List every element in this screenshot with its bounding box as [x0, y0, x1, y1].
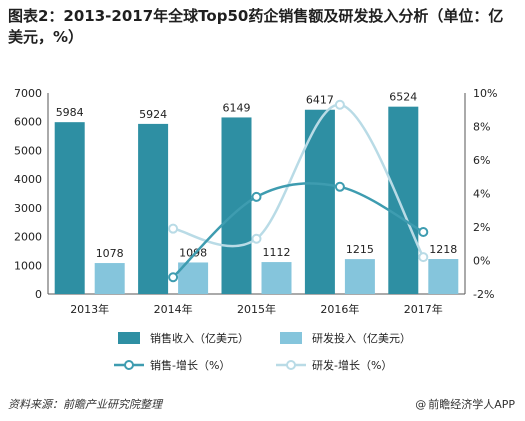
source-note: 资料来源：前瞻产业研究院整理 — [8, 398, 162, 411]
sales-growth-line — [172, 182, 424, 279]
y-right-tick-label: 2% — [473, 221, 490, 234]
sales-bar — [221, 117, 252, 295]
sales-growth-point — [251, 191, 262, 202]
y-right-tick-label: 10% — [473, 87, 497, 100]
y-right-tick-label: 0% — [473, 255, 490, 268]
x-tick-label: 2013年 — [70, 302, 109, 316]
legend-label: 销售-增长（%） — [150, 358, 230, 372]
sales-bar — [388, 106, 419, 294]
rd-data-label: 1098 — [179, 246, 207, 259]
y-right-tick-label: 6% — [473, 154, 490, 167]
rd-growth-point — [334, 99, 345, 110]
y-left-tick-label: 4000 — [14, 173, 42, 186]
rd-growth-line — [172, 103, 425, 258]
rd-data-label: 1112 — [263, 246, 291, 259]
legend-label: 研发-增长（%） — [312, 358, 392, 372]
y-right-tick-label: -2% — [473, 288, 494, 301]
legend-swatch — [118, 332, 140, 344]
legend-marker — [124, 360, 134, 370]
y-left-tick-label: 2000 — [14, 231, 42, 244]
rd-bar — [344, 259, 375, 294]
sales-growth-point — [168, 272, 179, 283]
y-left-tick-label: 1000 — [14, 259, 42, 272]
rd-growth-point — [168, 223, 179, 234]
credit-text: 前瞻经济学人APP — [428, 398, 515, 411]
x-tick-label: 2016年 — [320, 302, 359, 316]
rd-bar — [261, 262, 292, 294]
y-right-tick-label: 8% — [473, 121, 490, 134]
y-left-tick-label: 5000 — [14, 144, 42, 157]
legend-marker — [286, 360, 296, 370]
sales-data-label: 5924 — [139, 108, 167, 121]
sales-data-label: 5984 — [56, 106, 84, 119]
legend-label: 研发投入（亿美元） — [312, 331, 411, 345]
rd-bar — [94, 263, 125, 294]
x-tick-label: 2017年 — [404, 302, 443, 316]
rd-data-label: 1078 — [96, 247, 124, 260]
rd-growth-point — [418, 252, 429, 263]
x-tick-label: 2014年 — [154, 302, 193, 316]
sales-bar — [138, 123, 169, 294]
sales-growth-point — [418, 227, 429, 238]
rd-bar — [428, 259, 459, 294]
rd-growth-point — [251, 233, 262, 244]
sales-bar — [54, 122, 85, 295]
y-right-tick-label: 4% — [473, 188, 490, 201]
sales-data-label: 6149 — [223, 101, 251, 114]
x-tick-label: 2015年 — [237, 302, 276, 316]
y-left-tick-label: 3000 — [14, 202, 42, 215]
legend-label: 销售收入（亿美元） — [150, 331, 249, 345]
y-left-tick-label: 7000 — [14, 87, 42, 100]
credit-note: @ 前瞻经济学人APP — [415, 396, 515, 412]
y-left-tick-label: 0 — [35, 288, 42, 301]
legend-swatch — [280, 332, 302, 344]
chart-title: 图表2：2013-2017年全球Top50药企销售额及研发投入分析（单位：亿美元… — [8, 7, 504, 46]
sales-data-label: 6417 — [306, 94, 334, 107]
rd-data-label: 1218 — [429, 243, 457, 256]
at-sign-icon: @ — [415, 398, 427, 411]
rd-data-label: 1215 — [346, 243, 374, 256]
sales-growth-point — [334, 181, 345, 192]
y-left-tick-label: 6000 — [14, 116, 42, 129]
sales-data-label: 6524 — [389, 91, 417, 104]
